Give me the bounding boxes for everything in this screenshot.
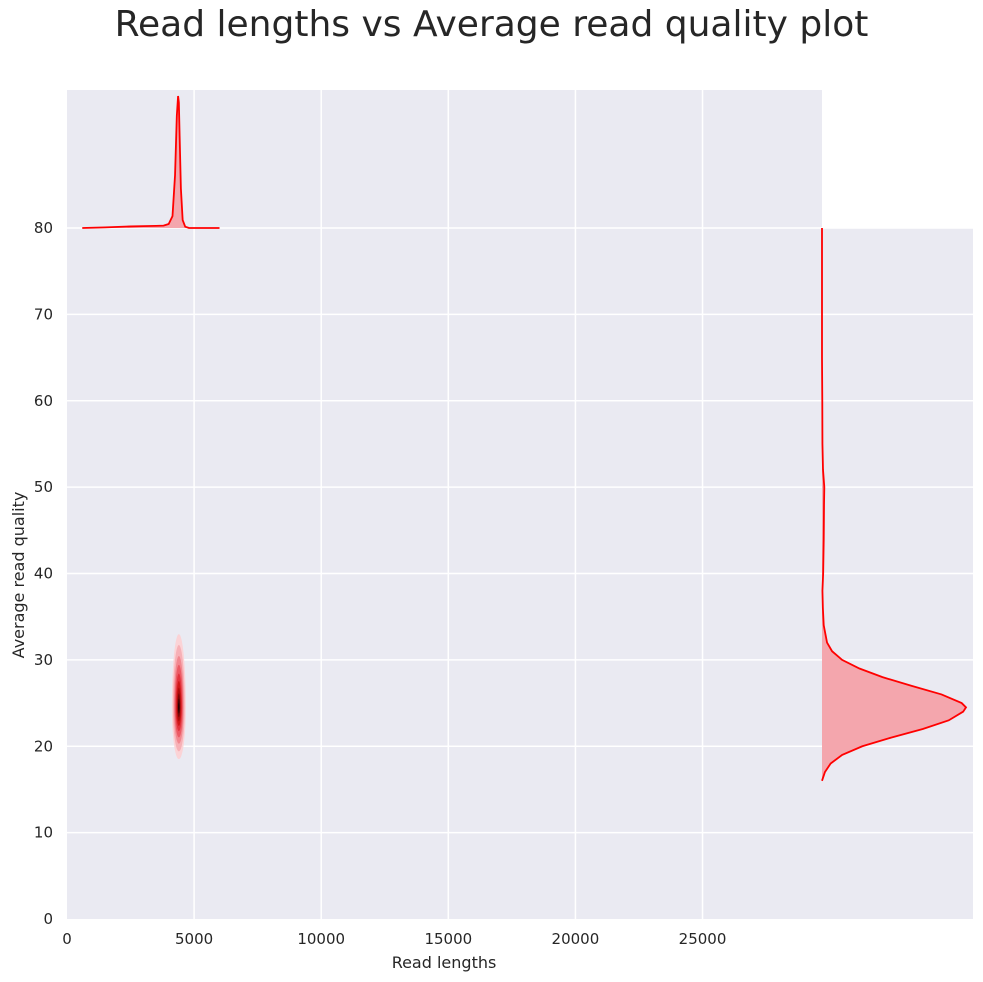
- y-tick-label: 50: [34, 478, 53, 496]
- chart-title: Read lengths vs Average read quality plo…: [114, 4, 869, 45]
- marginal-y-curve: [821, 228, 968, 782]
- x-tick-label: 15000: [424, 930, 472, 948]
- x-tick-label: 25000: [679, 930, 727, 948]
- marginal-x-background: [67, 90, 822, 228]
- y-axis-label: Average read quality: [9, 492, 28, 659]
- y-tick-label: 40: [34, 565, 53, 583]
- y-tick-label: 10: [34, 824, 53, 842]
- x-tick-label: 10000: [297, 930, 345, 948]
- y-tick-label: 30: [34, 651, 53, 669]
- kde-contour: [178, 702, 180, 711]
- marginal-x-curve: [82, 95, 220, 229]
- y-tick-label: 80: [34, 219, 53, 237]
- y-tick-label: 60: [34, 392, 53, 410]
- y-tick-label: 20: [34, 737, 53, 755]
- marginal-y-fill: [822, 228, 966, 781]
- x-tick-label: 5000: [175, 930, 213, 948]
- x-tick-label: 0: [62, 930, 72, 948]
- y-tick-label: 70: [34, 305, 53, 323]
- x-axis-label: Read lengths: [392, 953, 497, 972]
- y-tick-label: 0: [43, 910, 53, 928]
- x-tick-label: 20000: [552, 930, 600, 948]
